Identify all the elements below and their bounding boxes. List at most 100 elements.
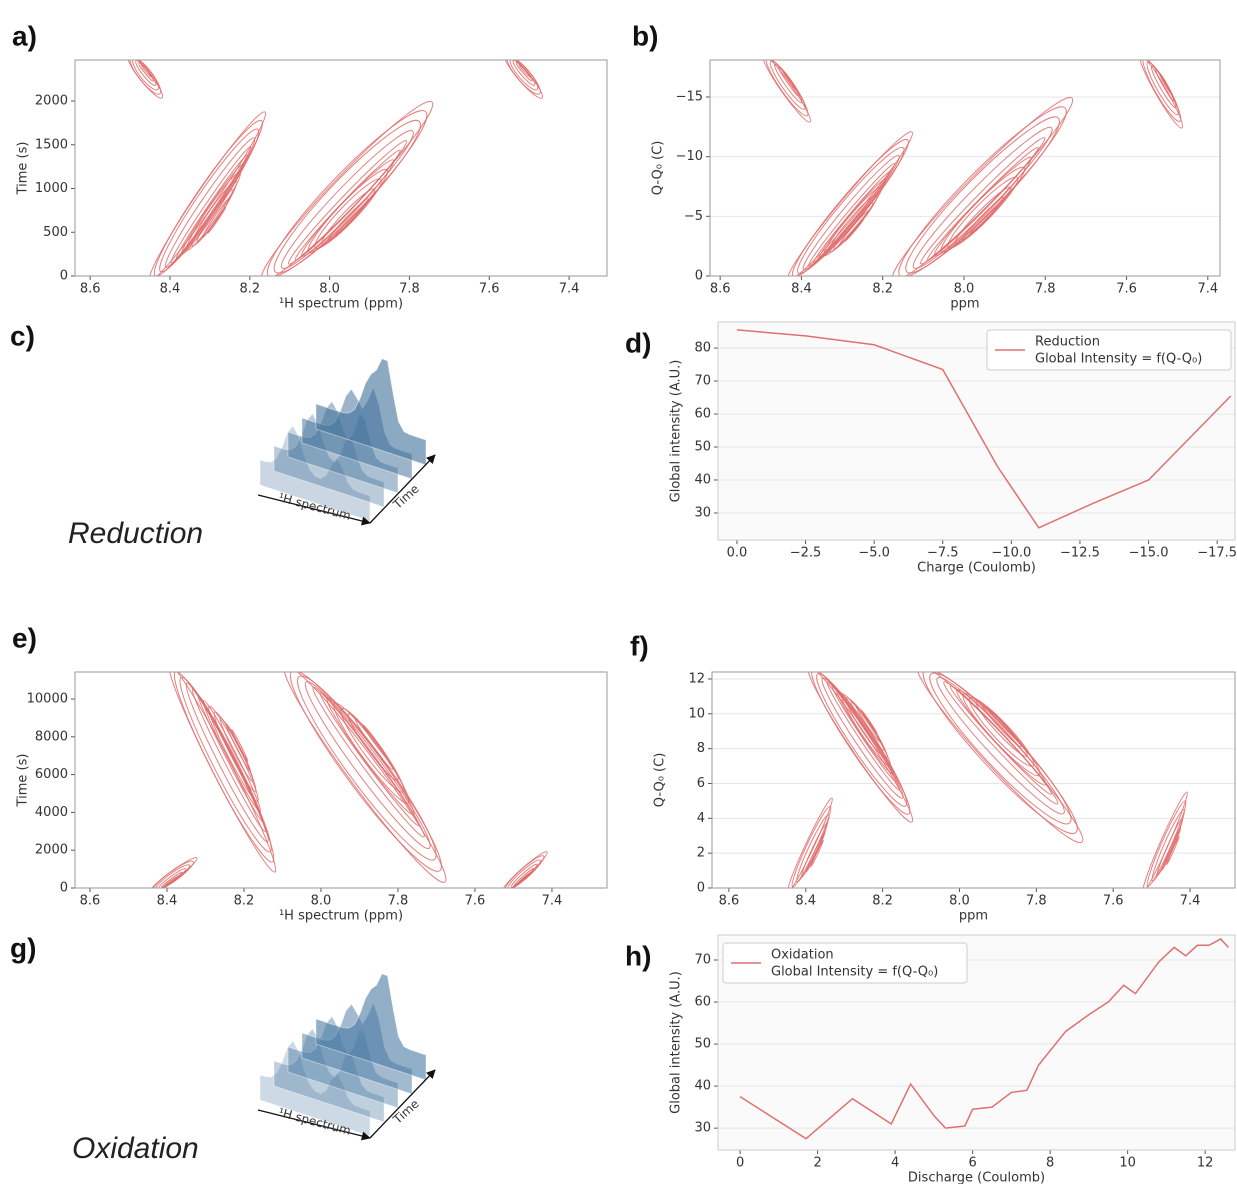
x-tick-label: 8.2: [872, 894, 893, 909]
y-axis-label: Q-Q₀ (C): [653, 753, 668, 808]
contour-line: [213, 711, 257, 792]
contour-line: [806, 672, 914, 823]
x-tick-label: 0.0: [727, 546, 748, 561]
y-axis-label: Q-Q₀ (C): [651, 141, 666, 196]
y-tick-label: 2000: [35, 94, 68, 109]
contour-line: [1138, 60, 1184, 129]
contour-line: [1151, 809, 1185, 882]
y-tick-label: 4: [697, 811, 705, 826]
frame: [717, 321, 1236, 541]
y-tick-label: 8: [697, 741, 705, 756]
contour-line: [319, 692, 420, 827]
y-axis-label: Time (s): [16, 754, 31, 808]
x-tick-label: 8.0: [319, 282, 340, 297]
contour-line: [314, 178, 382, 249]
axis-arrow: [369, 454, 436, 524]
x-tick-label: −7.5: [927, 546, 959, 561]
contour-line: [202, 197, 230, 238]
contour-line: [175, 154, 248, 260]
x-tick-label: 8.4: [795, 894, 816, 909]
surface-illustration: [259, 358, 427, 522]
series-line: [739, 938, 1229, 1140]
contour-line: [148, 111, 267, 276]
x-tick-label: 8.6: [80, 894, 101, 909]
contour-line: [762, 60, 811, 123]
axis-arrow: [257, 494, 371, 526]
x-axis-label: ppm: [950, 297, 979, 312]
x-tick-label: 8.6: [710, 282, 731, 297]
contour-line: [362, 724, 388, 759]
contour-line: [855, 705, 881, 743]
x-tick-label: −10.0: [991, 546, 1031, 561]
x-tick-label: 8: [1046, 1156, 1054, 1171]
y-axis-label: Global intensity (A.U.): [669, 971, 684, 1114]
y-tick-label: 0: [695, 269, 703, 284]
contour-line: [791, 138, 909, 276]
frame: [74, 59, 608, 277]
contour-line: [140, 64, 152, 78]
y-axis-label: Time (s): [16, 142, 31, 196]
contour-line: [328, 198, 369, 241]
x-tick-label: 7.8: [399, 282, 420, 297]
contour-line: [180, 163, 245, 255]
contour-line: [1158, 72, 1173, 95]
x-tick-label: 8.0: [311, 894, 332, 909]
y-tick-label: 6000: [35, 767, 68, 782]
contour-line: [802, 154, 900, 271]
y-axis-label: Global intensity (A.U.): [669, 360, 684, 503]
x-tick-label: 7.6: [1116, 282, 1137, 297]
y-tick-label: 0: [60, 881, 68, 896]
contour-line: [800, 822, 828, 878]
legend-note: Global Intensity = f(Q-Q₀): [1035, 352, 1202, 367]
y-tick-label: 50: [694, 1037, 711, 1052]
x-tick-label: 4: [891, 1156, 899, 1171]
y-tick-label: 30: [694, 505, 711, 520]
contour-line: [159, 128, 260, 273]
surface-illustration: [259, 973, 427, 1137]
y-tick-label: 10000: [27, 692, 68, 707]
contour-line: [839, 210, 869, 246]
panel-label: b): [632, 20, 658, 51]
contour-line: [844, 218, 865, 243]
plot-area: [712, 672, 1235, 888]
y-tick-label: 0: [60, 269, 68, 284]
x-tick-label: −15.0: [1129, 546, 1169, 561]
caption: Reduction: [68, 517, 203, 550]
contour-line: [787, 131, 913, 276]
axis-arrow: [369, 1069, 436, 1139]
contour-line: [778, 67, 800, 97]
x-axis-label: ppm: [959, 909, 988, 924]
contour-line: [170, 146, 252, 264]
contour-group: [787, 672, 1188, 888]
x-tick-label: 0: [736, 1156, 744, 1171]
panel-label: g): [10, 932, 36, 963]
surface-layer: [273, 412, 385, 508]
legend-label: Oxidation: [771, 948, 834, 963]
y-tick-label: 2: [697, 846, 705, 861]
contour-line: [132, 60, 159, 91]
contour-line: [283, 672, 447, 883]
panel-label: a): [12, 20, 37, 51]
x-tick-label: 2: [813, 1156, 821, 1171]
contour-line: [968, 206, 998, 236]
y-tick-label: 8000: [35, 729, 68, 744]
contour-line: [787, 797, 833, 888]
y-tick-label: 10: [688, 706, 705, 721]
series-line: [736, 329, 1232, 529]
contour-line: [185, 171, 241, 251]
x-tick-label: 8.4: [157, 894, 178, 909]
y-tick-label: 40: [694, 472, 711, 487]
contour-line: [968, 697, 1035, 767]
surface-layer: [315, 973, 427, 1081]
contour-line: [1156, 818, 1184, 877]
x-tick-label: 8.2: [239, 282, 260, 297]
contour-line: [982, 705, 1022, 748]
contour-line: [231, 728, 249, 762]
panel-label: c): [10, 320, 35, 351]
x-tick-label: 8.6: [719, 894, 740, 909]
legend-box: [722, 942, 968, 984]
contour-line: [164, 875, 179, 887]
x-tick-label: 8.2: [234, 894, 255, 909]
contour-line: [988, 709, 1016, 738]
axis-arrow: [257, 1109, 371, 1141]
